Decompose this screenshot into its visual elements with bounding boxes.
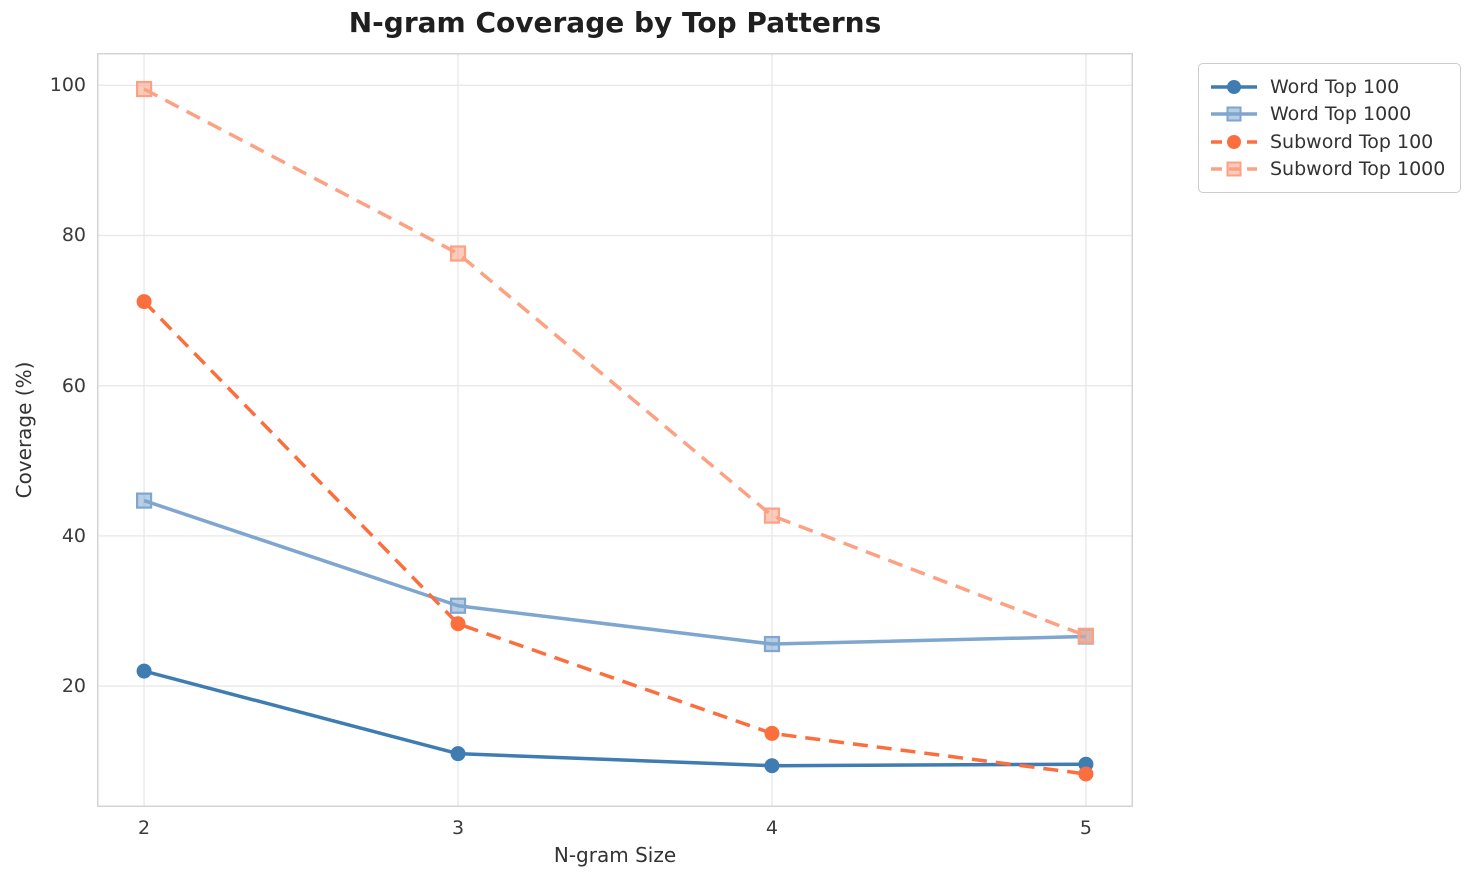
y-tick-label: 20 [61,675,86,698]
data-point-word-top-1000 [135,492,153,509]
legend: Word Top 100 Word Top 1000 Subword Top 100… [1198,63,1462,193]
legend-label: Subword Top 100 [1270,130,1434,153]
data-point-subword-top-1000 [763,507,781,524]
chart-title: N-gram Coverage by Top Patterns [348,6,882,39]
series-line-subword-top-100 [142,300,1087,776]
x-tick-label: 4 [765,817,779,839]
series-line-subword-top-1000 [143,87,1087,638]
legend-sample-dashed-circle [1211,134,1257,149]
x-axis-label: N-gram Size [553,843,677,867]
legend-label: Subword Top 1000 [1270,158,1446,181]
y-tick-label: 100 [49,74,86,97]
data-point-subword-top-100 [1078,766,1094,782]
data-point-word-top-100 [136,663,152,679]
x-tick-label: 5 [1079,817,1092,839]
data-point-word-top-1000 [763,635,781,653]
legend-sample-solid-circle [1211,79,1257,94]
data-point-subword-top-100 [136,294,152,310]
data-point-subword-top-1000 [135,80,153,98]
y-axis-label: Coverage (%) [12,361,36,499]
y-tick-label: 80 [61,224,86,247]
data-point-subword-top-1000 [1077,627,1095,644]
legend-sample-solid-square [1211,106,1257,122]
legend-label: Word Top 1000 [1270,103,1412,126]
series-line-word-top-1000 [143,498,1086,646]
x-tick-label: 3 [451,817,465,839]
chart-canvas [97,53,1133,807]
y-tick-label: 40 [61,524,86,547]
data-point-subword-top-100 [450,616,466,632]
legend-item-word-top-100: Word Top 100 [1210,73,1445,101]
data-point-word-top-1000 [449,597,467,614]
data-point-word-top-100 [450,746,466,762]
series-line-word-top-100 [143,669,1086,768]
legend-item-subword-top-1000: Subword Top 1000 [1210,156,1445,184]
data-point-subword-top-1000 [449,245,467,262]
legend-item-subword-top-100: Subword Top 100 [1210,128,1445,156]
data-point-word-top-100 [764,758,780,774]
legend-sample-dashed-square [1211,161,1257,177]
x-tick-label: 2 [138,817,151,839]
legend-item-word-top-1000: Word Top 1000 [1210,101,1445,129]
data-point-subword-top-100 [764,725,780,741]
plot-area [97,53,1133,807]
legend-label: Word Top 100 [1270,75,1400,98]
plot-border [97,53,1133,807]
y-tick-label: 60 [61,374,86,397]
